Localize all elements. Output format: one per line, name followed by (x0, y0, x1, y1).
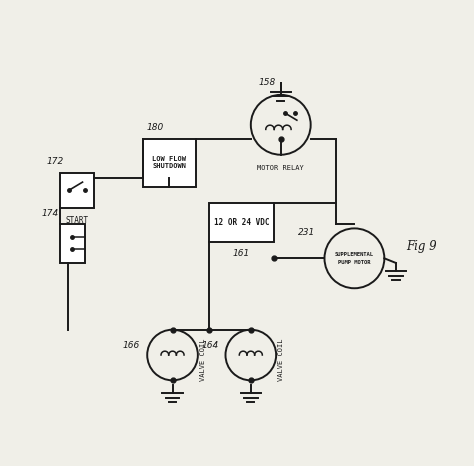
Text: VALVE COIL: VALVE COIL (278, 338, 284, 381)
Text: SUPPLEMENTAL: SUPPLEMENTAL (335, 252, 374, 257)
Text: LOW FLOW
SHUTDOWN: LOW FLOW SHUTDOWN (152, 156, 186, 169)
Bar (210, 203, 274, 242)
Text: 172: 172 (46, 157, 64, 166)
Text: Fig 9: Fig 9 (406, 240, 437, 254)
Text: 180: 180 (146, 123, 164, 132)
Text: PUMP MOTOR: PUMP MOTOR (338, 260, 371, 266)
Text: 174: 174 (42, 209, 59, 218)
Text: START: START (65, 216, 89, 225)
Text: 166: 166 (123, 341, 140, 350)
Text: 12 OR 24 VDC: 12 OR 24 VDC (214, 218, 269, 227)
Text: 161: 161 (233, 249, 250, 258)
Text: VALVE COIL: VALVE COIL (200, 338, 206, 381)
Text: MOTOR RELAY: MOTOR RELAY (257, 165, 304, 171)
Text: 164: 164 (201, 341, 219, 350)
Bar (143, 138, 196, 187)
Bar (60, 224, 85, 263)
Text: 158: 158 (258, 77, 275, 87)
Text: 231: 231 (298, 228, 315, 238)
Bar (60, 173, 94, 208)
